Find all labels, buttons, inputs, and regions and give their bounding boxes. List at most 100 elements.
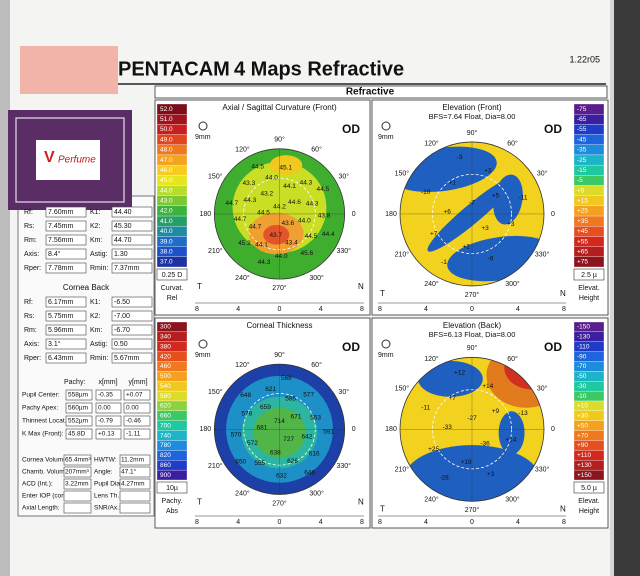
ruler-label: 0: [470, 519, 474, 526]
map-value: -11: [421, 404, 430, 411]
field-value: 65.4mm³: [65, 457, 91, 464]
table-cell: [65, 402, 93, 414]
field-value: -7.00: [114, 313, 130, 320]
ruler-label: 4: [236, 306, 240, 313]
scale-label: 51.0: [160, 116, 173, 123]
table-value: -0.46: [126, 418, 141, 425]
map-value: 646: [304, 469, 315, 476]
ruler-label: 4: [319, 306, 323, 313]
map-value: 626: [287, 458, 298, 465]
map-title: Elevation (Front): [442, 103, 501, 112]
field-value: 7.60mm: [48, 209, 73, 216]
scale-unit: Curvat.: [161, 285, 184, 292]
side-label: N: [358, 498, 364, 507]
map-value: 44.6: [288, 199, 301, 206]
map-value: 45.2: [238, 240, 251, 247]
ruler-label: 8: [195, 519, 199, 526]
table-value: -0.35: [98, 392, 113, 399]
sticker-pink: [20, 46, 118, 94]
side-label: N: [560, 504, 566, 513]
field-value: 45.30: [114, 223, 132, 230]
scale-unit: Rel: [167, 295, 178, 302]
zone: 9mm: [378, 134, 394, 141]
field-label: Pupil Dia:: [94, 481, 122, 488]
brand: PENTACAM: [118, 58, 230, 80]
table-header: y[mm]: [128, 379, 147, 386]
ruler-label: 0: [278, 519, 282, 526]
field-label: Lens Th.:: [94, 493, 121, 500]
scale-label: 48.0: [160, 147, 173, 154]
field-box: [45, 234, 87, 246]
map-value: 44.5: [317, 186, 330, 193]
eye: OD: [342, 340, 360, 354]
field-label: ACD (Int.):: [22, 481, 53, 488]
field-box: [111, 262, 153, 274]
compass-label: 180: [385, 211, 397, 218]
map-value: +1: [448, 179, 456, 186]
table-header: Pachy:: [64, 379, 85, 386]
scale-unit: Pachy.: [162, 498, 183, 505]
map-value: 44.0: [265, 174, 278, 181]
ruler-label: 8: [360, 519, 364, 526]
table-cell: [123, 402, 151, 414]
scale-label: 540: [160, 383, 171, 390]
map-value: 43.6: [282, 220, 295, 227]
field-box: [45, 206, 87, 218]
table-cell: [95, 428, 122, 440]
field-label: SNR/Ax.:: [94, 505, 121, 512]
field-value: 0.50: [114, 341, 128, 348]
scale-label: 500: [160, 373, 171, 380]
compass-label: 0: [551, 426, 555, 433]
side-label: N: [358, 282, 364, 291]
map-value: 714: [274, 418, 285, 425]
map-region: [418, 360, 483, 397]
field-label: Rm:: [24, 327, 37, 334]
map-value: +7: [448, 395, 456, 402]
sticker-label: [36, 140, 100, 180]
scale-label: 45.0: [160, 177, 173, 184]
scale-label: 37.0: [160, 259, 173, 266]
field-value: 5.67mm: [114, 355, 139, 362]
field-label: Rmin:: [90, 355, 108, 362]
compass-label: 60°: [507, 355, 518, 363]
scale-label: -10: [577, 393, 587, 400]
sticker-text: Perfume: [58, 155, 96, 166]
scale-cell: [573, 469, 605, 481]
map-value: +6: [443, 208, 451, 215]
compass-label: 210°: [395, 466, 410, 474]
compass-label: 240°: [235, 489, 250, 497]
map-region: [498, 411, 525, 455]
map-value: 44.0: [275, 253, 288, 260]
ruler-label: 8: [562, 519, 566, 526]
compass-label: 270°: [465, 291, 480, 299]
scale-label: 900: [160, 472, 171, 479]
ruler-label: 8: [195, 306, 199, 313]
scale-label: +65: [577, 248, 588, 255]
scale-label: +75: [577, 259, 588, 266]
scale-label: 46.0: [160, 167, 173, 174]
compass-label: 90°: [274, 136, 285, 144]
compass-label: 210°: [208, 247, 223, 255]
map-value: 638: [270, 449, 281, 456]
map-value: 44.5: [251, 163, 264, 170]
scale-label: +30: [577, 413, 588, 420]
field-box: [63, 454, 92, 466]
table-header: x[mm]: [98, 379, 117, 386]
map-value: 659: [260, 404, 271, 411]
scale-label: -35: [577, 147, 587, 154]
field-box: [119, 466, 151, 478]
compass-label: 0: [352, 426, 356, 433]
scale-label: -75: [577, 106, 587, 113]
scale-unit: Height: [579, 295, 599, 302]
table-cell: [65, 415, 93, 427]
compass-label: 180: [199, 426, 211, 433]
scale-label: 860: [160, 462, 171, 469]
field-box: [111, 248, 153, 260]
map-value: 553: [310, 415, 321, 422]
field-value: 5.96mm: [48, 327, 73, 334]
field-value: 3.22mm: [65, 481, 88, 488]
compass-label: 330°: [535, 250, 550, 258]
field-box: [63, 502, 92, 514]
field-value: 11.2mm: [121, 457, 144, 464]
field-label: Chamb. Volume:: [22, 469, 70, 476]
